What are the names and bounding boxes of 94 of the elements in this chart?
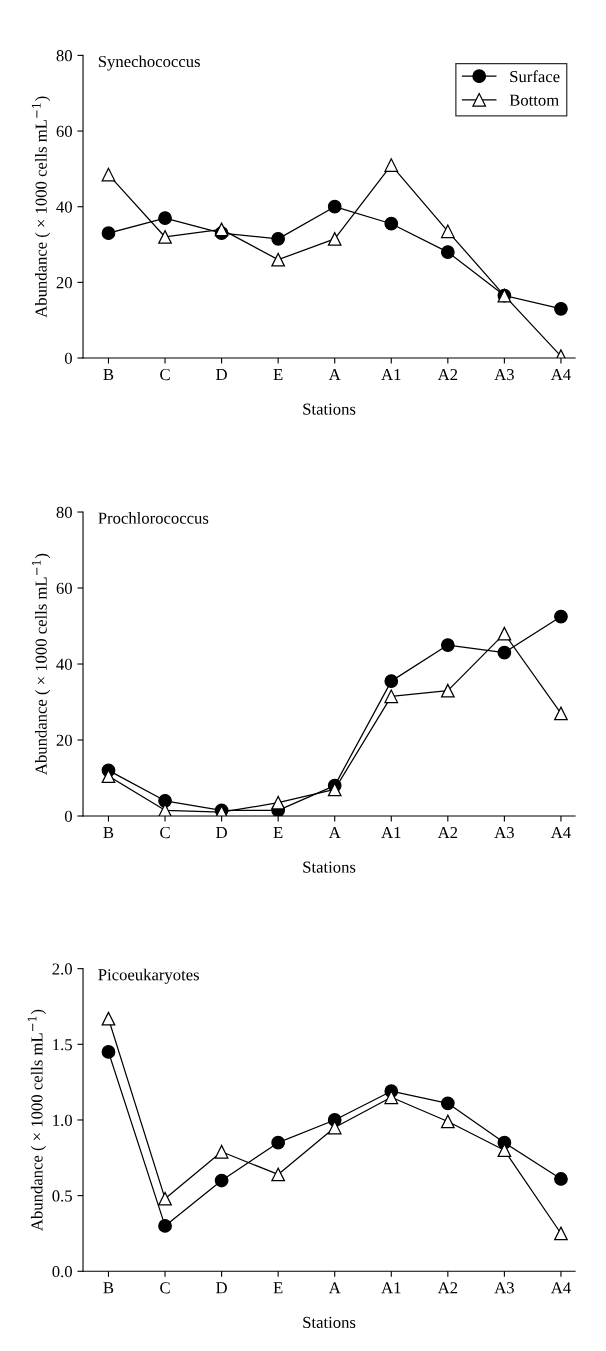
x-tick-label: A2: [437, 368, 458, 380]
x-tick-label: A1: [381, 368, 401, 380]
y-tick-label: 80: [56, 506, 72, 518]
y-tick-label: 20: [56, 277, 72, 289]
point: [327, 231, 342, 246]
x-tick-label: A4: [550, 1282, 571, 1294]
point: [384, 216, 399, 231]
x-tick-label: E: [273, 827, 283, 838]
x-tick-label: A3: [494, 1282, 514, 1294]
x-tick-label: A2: [437, 1282, 458, 1294]
y-tick-label: 20: [56, 734, 72, 746]
point: [327, 1120, 342, 1135]
y-axis-title: Abundance ( × 1000 cells mL$^{−1}$): [27, 1009, 46, 1231]
y-tick-label: 0: [64, 810, 72, 822]
x-tick-label: A3: [494, 368, 514, 381]
x-tick-label: C: [160, 826, 170, 839]
point: [327, 199, 342, 214]
point: [497, 645, 512, 660]
point: [554, 609, 568, 624]
point: [101, 1011, 116, 1026]
chart-title: Synechococcus: [98, 55, 200, 71]
chart-title: Prochlorococcus: [98, 512, 209, 524]
point: [271, 1167, 286, 1182]
y-tick-label: 0.0: [52, 1265, 72, 1278]
point: [214, 222, 229, 237]
y-tick-label: 80: [56, 50, 72, 62]
x-tick-label: B: [103, 369, 114, 381]
y-axis-title: Abundance ( × 1000 cells mL$^{−1}$): [31, 96, 51, 318]
point: [440, 1114, 455, 1129]
point: [158, 1191, 172, 1206]
x-tick-label: C: [160, 368, 170, 381]
point: [497, 1143, 512, 1158]
legend-label: Bottom: [509, 94, 559, 106]
point: [271, 252, 286, 267]
point: [158, 1219, 172, 1233]
y-tick-label: 1.5: [53, 1039, 72, 1051]
point: [101, 167, 116, 182]
x-tick-label: A: [328, 1282, 341, 1294]
point: [101, 1045, 116, 1059]
point: [327, 782, 342, 797]
point: [384, 1090, 399, 1105]
point: [158, 230, 172, 244]
y-tick-label: 40: [56, 658, 72, 670]
y-tick-label: 40: [56, 201, 72, 213]
y-tick-label: 1.0: [53, 1114, 72, 1126]
x-tick-label: A: [328, 826, 341, 838]
point: [384, 689, 399, 704]
point: [440, 683, 455, 698]
x-axis-title: Stations: [303, 403, 356, 415]
point: [101, 769, 116, 783]
point: [271, 231, 286, 246]
y-tick-label: 60: [56, 125, 72, 137]
x-tick-label: A1: [381, 826, 401, 838]
x-tick-label: A1: [381, 1282, 401, 1294]
point: [214, 1173, 229, 1188]
x-tick-label: A3: [494, 826, 514, 839]
point: [101, 226, 116, 241]
y-tick-label: 0: [64, 352, 72, 364]
y-tick-label: 0.5: [52, 1190, 72, 1202]
point: [384, 674, 399, 688]
point: [554, 706, 568, 721]
point: [554, 1172, 568, 1186]
x-axis-title: Stations: [303, 1316, 356, 1328]
x-tick-label: E: [273, 369, 283, 380]
point: [158, 211, 172, 225]
x-tick-label: D: [216, 827, 227, 839]
legend-label: Surface: [510, 70, 560, 83]
y-axis-title: Abundance ( × 1000 cells mL$^{−1}$): [31, 553, 51, 775]
point: [158, 793, 172, 808]
chart-title: Picoeukaryotes: [98, 968, 199, 984]
point: [440, 638, 455, 652]
point: [440, 1096, 455, 1111]
x-tick-label: C: [160, 1282, 170, 1294]
x-tick-label: B: [103, 1282, 114, 1294]
point: [271, 795, 286, 810]
point: [440, 224, 455, 239]
point: [440, 245, 455, 259]
x-tick-label: A: [328, 368, 341, 380]
point: [554, 301, 568, 316]
x-tick-label: D: [216, 369, 227, 381]
x-axis-title: Stations: [303, 861, 356, 873]
point: [384, 158, 399, 172]
x-tick-label: A4: [550, 368, 571, 380]
x-tick-label: D: [216, 1282, 227, 1294]
x-tick-label: A4: [550, 826, 571, 838]
point: [271, 1135, 286, 1150]
x-tick-label: A2: [437, 826, 458, 838]
point: [214, 1144, 229, 1159]
x-tick-label: B: [103, 827, 114, 839]
y-tick-label: 60: [56, 582, 72, 594]
point: [497, 626, 512, 641]
y-tick-label: 2.0: [52, 963, 72, 975]
x-tick-label: E: [273, 1282, 283, 1294]
point: [554, 1226, 568, 1241]
